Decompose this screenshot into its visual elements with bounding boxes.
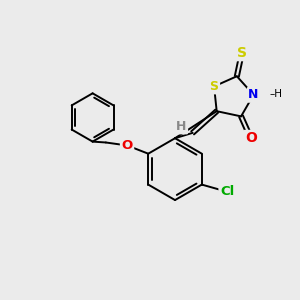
- Text: Cl: Cl: [220, 184, 234, 198]
- Text: H: H: [176, 120, 187, 133]
- Text: S: S: [237, 46, 247, 60]
- Text: S: S: [210, 80, 219, 93]
- Text: O: O: [245, 131, 257, 146]
- Text: O: O: [122, 139, 133, 152]
- Text: N: N: [248, 88, 259, 101]
- Text: –H: –H: [270, 89, 283, 99]
